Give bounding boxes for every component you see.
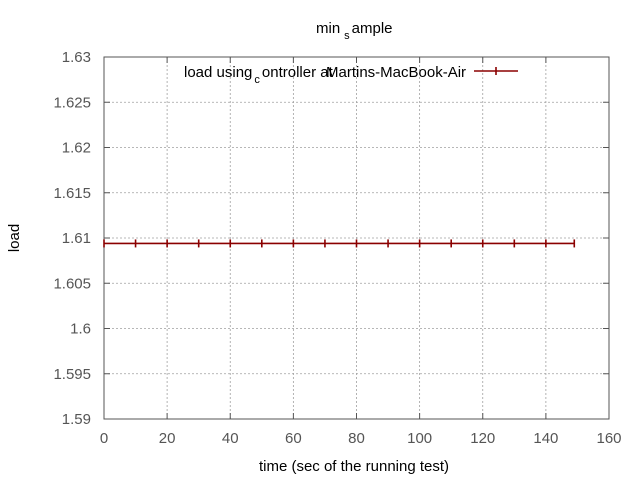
legend-label-part1: load using	[184, 64, 252, 81]
legend-label-overlap: Martins-MacBook-Air	[326, 64, 466, 81]
x-axis-label: time (sec of the running test)	[259, 458, 449, 475]
y-tick-label: 1.6	[70, 321, 91, 338]
y-tick-label: 1.595	[53, 366, 91, 383]
chart-title-rest: ample	[352, 20, 393, 37]
y-tick-label: 1.61	[62, 230, 91, 247]
y-tick-label: 1.605	[53, 275, 91, 292]
x-tick-label: 140	[533, 430, 558, 447]
legend: load using c ontroller at Martins-MacBook-…	[184, 64, 518, 86]
x-tick-label: 160	[596, 430, 621, 447]
legend-label-sub: c	[254, 74, 260, 86]
chart-title-sub: s	[344, 30, 350, 42]
series-group	[103, 239, 576, 248]
x-tick-label: 100	[407, 430, 432, 447]
chart-title-base: min	[316, 20, 340, 37]
y-tick-label: 1.615	[53, 185, 91, 202]
y-axis-ticks: 1.59 1.595 1.6 1.605 1.61 1.615 1.62 1.625 1.63	[53, 49, 609, 428]
y-tick-label: 1.62	[62, 140, 91, 157]
x-tick-label: 40	[222, 430, 239, 447]
legend-swatch	[474, 67, 518, 75]
chart-title: min s ample	[316, 20, 393, 42]
x-tick-label: 120	[470, 430, 495, 447]
x-tick-label: 0	[100, 430, 108, 447]
y-tick-label: 1.625	[53, 94, 91, 111]
y-tick-label: 1.63	[62, 49, 91, 66]
x-tick-label: 20	[159, 430, 176, 447]
x-tick-label: 60	[285, 430, 302, 447]
legend-label: load using c ontroller at	[184, 64, 334, 86]
grid	[104, 57, 609, 419]
y-axis-label: load	[6, 224, 23, 252]
legend-label-part2: ontroller at	[262, 64, 334, 81]
x-axis-ticks: 0 20 40 60 80 100 120 140 160	[100, 57, 622, 447]
x-tick-label: 80	[348, 430, 365, 447]
y-tick-label: 1.59	[62, 411, 91, 428]
